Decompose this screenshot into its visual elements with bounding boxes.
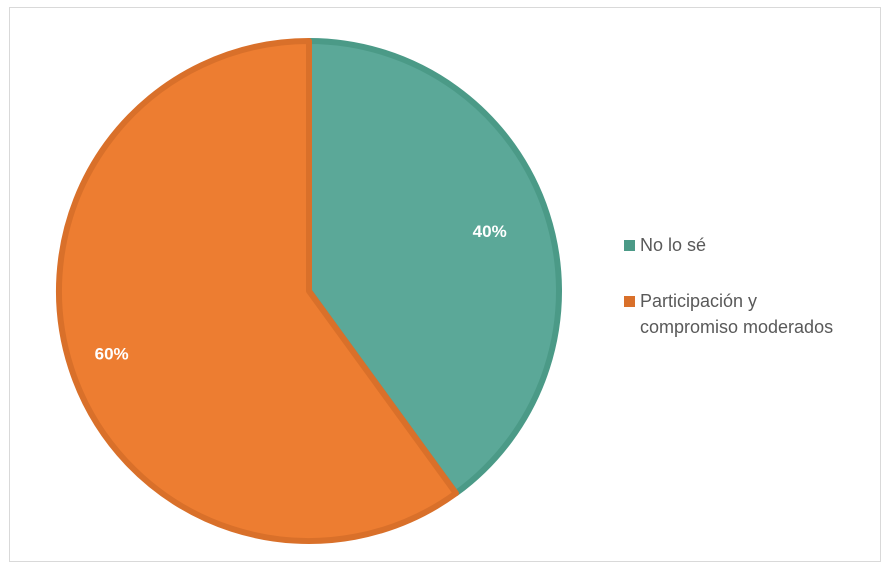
legend-label-no-lo-se: No lo sé <box>640 232 706 258</box>
legend: No lo sé Participación y compromiso mode… <box>624 232 893 340</box>
pie-slices <box>59 41 559 541</box>
legend-item-participacion: Participación y compromiso moderados <box>624 288 893 340</box>
legend-label-participacion: Participación y compromiso moderados <box>640 288 833 340</box>
chart-frame: 40% 60% No lo sé Participación y compromi… <box>9 7 881 562</box>
legend-swatch-no-lo-se <box>624 240 635 251</box>
data-label-0: 40% <box>473 222 507 241</box>
legend-swatch-participacion <box>624 296 635 307</box>
legend-item-no-lo-se: No lo sé <box>624 232 893 258</box>
data-label-1: 60% <box>95 345 129 364</box>
